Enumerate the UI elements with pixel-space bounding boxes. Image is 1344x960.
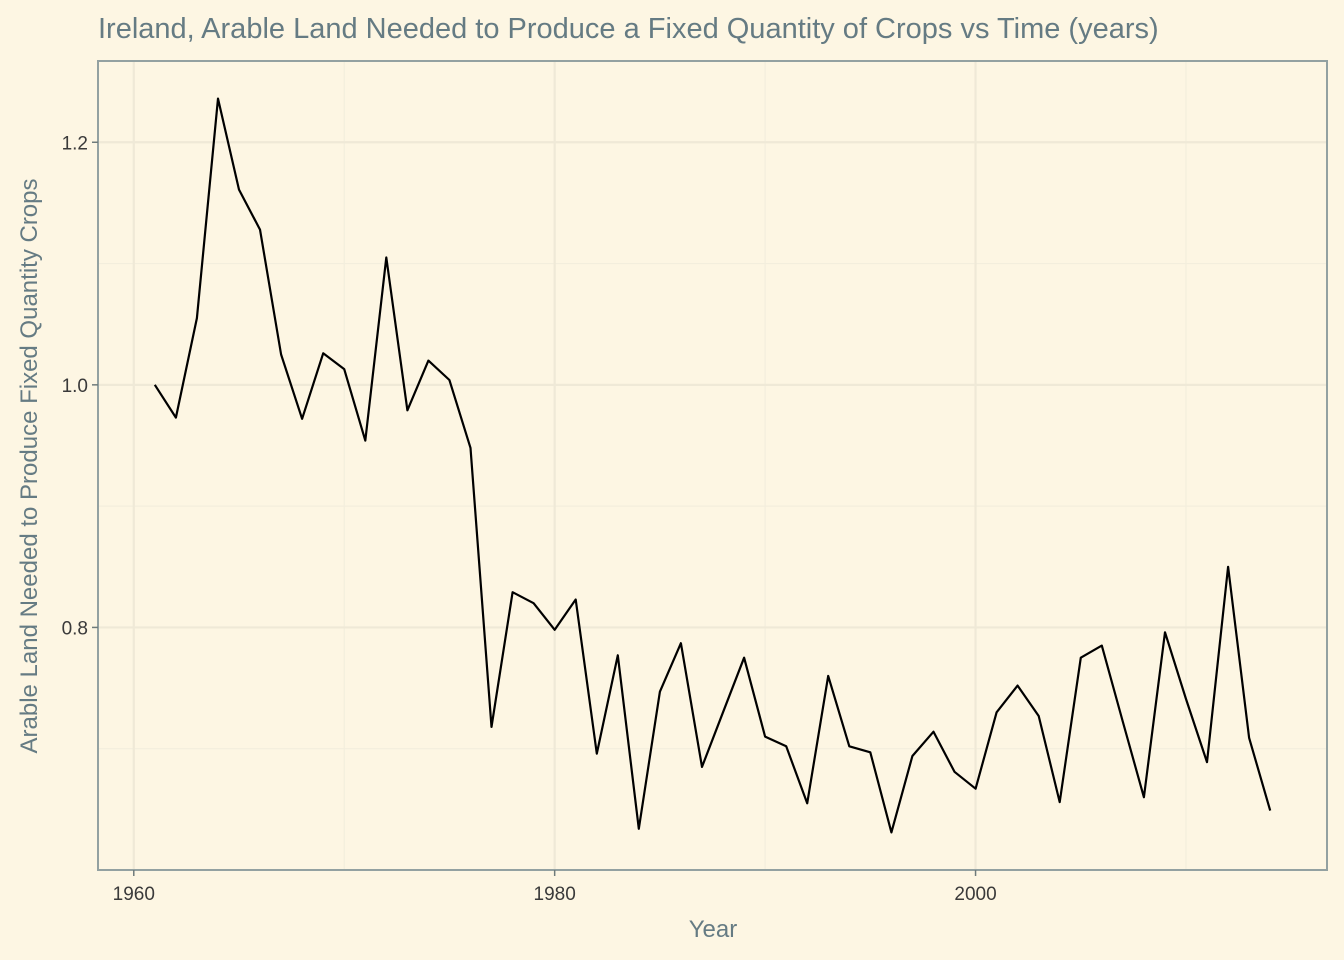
y-axis: 0.8 1.0 1.2: [62, 133, 98, 639]
x-tick-label: 1980: [534, 884, 576, 905]
y-axis-title: Arable Land Needed to Produce Fixed Quan…: [16, 178, 43, 753]
y-tick-label: 0.8: [62, 618, 88, 639]
y-tick-label: 1.2: [62, 133, 88, 154]
x-tick-label: 1960: [113, 884, 155, 905]
series-line: [153, 97, 1272, 834]
plot-panel-border: [97, 60, 1328, 871]
y-tick-label: 1.0: [62, 376, 88, 397]
chart-title: Ireland, Arable Land Needed to Produce a…: [98, 13, 1159, 45]
x-axis: 1960 1980 2000: [113, 870, 997, 905]
major-gridlines: [98, 61, 1327, 870]
x-axis-title: Year: [689, 916, 738, 943]
minor-gridlines: [98, 61, 1327, 870]
series-layer: [153, 97, 1272, 834]
x-tick-label: 2000: [954, 884, 996, 905]
